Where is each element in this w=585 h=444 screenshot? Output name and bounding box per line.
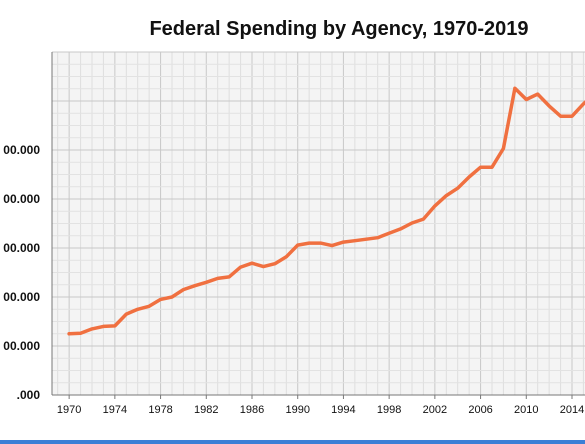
x-tick-label: 2006 — [468, 404, 492, 416]
x-tick-label: 1998 — [377, 404, 401, 416]
x-tick-labels: 1970 1974 1978 1982 1986 1990 1994 1998 2002 2006… — [57, 395, 584, 416]
bottom-border — [0, 440, 585, 444]
x-tick-label: 1974 — [103, 404, 127, 416]
x-tick-label: 1978 — [148, 404, 172, 416]
y-tick-label: 00.000 — [3, 339, 40, 353]
x-tick-label: 2010 — [514, 404, 538, 416]
x-tick-label: 1970 — [57, 404, 81, 416]
x-tick-label: 1994 — [331, 404, 355, 416]
chart-title: Federal Spending by Agency, 1970-2019 — [149, 18, 529, 40]
series-layer — [67, 86, 585, 336]
y-tick-label: 00.000 — [3, 192, 40, 206]
x-tick-label: 1982 — [194, 404, 218, 416]
grid — [52, 51, 585, 396]
x-tick-label: 1990 — [285, 404, 309, 416]
x-tick-label: 1986 — [240, 404, 264, 416]
y-tick-label: 00.000 — [3, 143, 40, 157]
series-line — [67, 86, 585, 336]
axes — [51, 52, 585, 396]
y-tick-label: 00.000 — [3, 241, 40, 255]
x-tick-label: 2002 — [423, 404, 447, 416]
x-tick-label: 2014 — [560, 404, 584, 416]
y-tick-label: 00.000 — [3, 290, 40, 304]
y-tick-label: .000 — [17, 388, 41, 402]
y-tick-labels: .000 00.000 00.000 00.000 00.000 00.000 — [3, 143, 40, 402]
